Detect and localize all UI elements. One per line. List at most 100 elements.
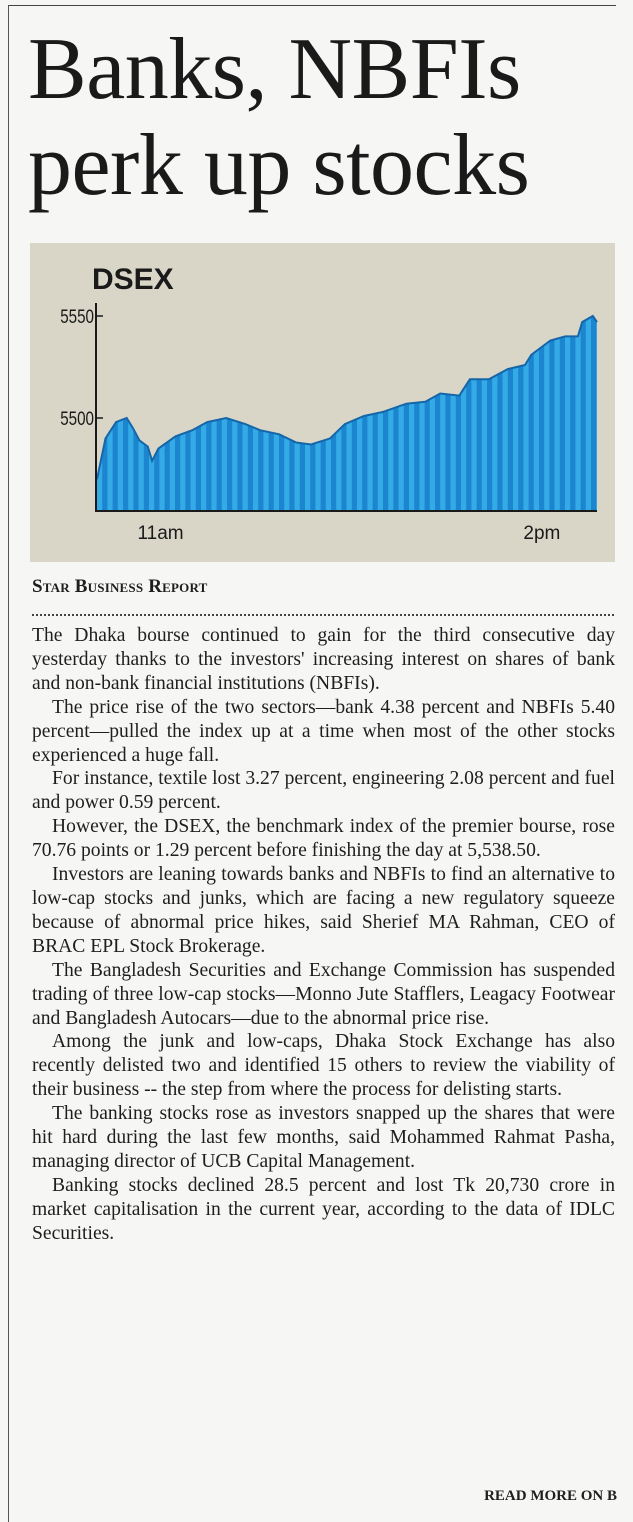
byline: Star Business Report <box>32 576 208 597</box>
area-stripe <box>502 316 509 510</box>
area-stripe <box>476 316 483 510</box>
area-stripe <box>346 316 353 510</box>
dotted-divider <box>32 614 614 616</box>
top-rule <box>8 5 616 6</box>
paragraph: The Bangladesh Securities and Exchange C… <box>32 959 615 1029</box>
area-stripe <box>320 316 327 510</box>
area-stripe <box>585 316 592 510</box>
area-stripe <box>357 316 363 510</box>
area-stripe <box>336 316 342 510</box>
area-stripe <box>180 316 186 510</box>
area-stripe <box>513 316 519 510</box>
area-stripe <box>227 316 233 510</box>
area-stripe <box>554 316 561 510</box>
area-stripe <box>591 316 597 510</box>
area-stripe <box>455 316 462 510</box>
headline: Banks, NBFIs perk up stocks <box>28 21 530 214</box>
paragraph: The Dhaka bourse continued to gain for t… <box>32 625 615 694</box>
area-stripe <box>393 316 399 510</box>
area-stripe <box>528 316 535 510</box>
area-stripe <box>487 316 493 510</box>
area-stripe <box>263 316 269 510</box>
y-tick-label: 5500 <box>60 407 94 429</box>
read-more-link[interactable]: READ MORE ON B <box>484 1488 617 1504</box>
area-stripe <box>258 316 264 510</box>
area-stripe <box>305 316 311 510</box>
series-line <box>96 314 598 480</box>
area-stripe <box>268 316 275 510</box>
area-stripe <box>232 316 238 510</box>
area-stripe <box>388 316 394 510</box>
area-stripe <box>221 316 228 510</box>
area-stripe <box>497 316 503 510</box>
area-stripe <box>445 316 451 510</box>
area-stripe <box>492 316 498 510</box>
chart-svg: DSEX 5500 5550 11am 2pm <box>60 263 598 544</box>
area-stripe <box>403 316 410 510</box>
area-stripe <box>273 316 280 510</box>
area-stripe <box>372 316 379 510</box>
area-stripe <box>175 316 181 510</box>
area-stripe <box>195 316 202 510</box>
paragraph: The price rise of the two sectors—bank 4… <box>32 696 615 766</box>
area-stripe <box>471 316 477 510</box>
area-stripe <box>331 316 337 510</box>
area-stripe <box>429 316 436 510</box>
area-stripe <box>398 316 405 510</box>
area-stripe <box>461 316 467 510</box>
left-rule <box>8 5 9 1522</box>
chart-title: DSEX <box>92 263 174 296</box>
area-stripe <box>289 316 295 510</box>
area-stripe <box>185 316 191 510</box>
paragraph: However, the DSEX, the benchmark index o… <box>32 816 615 862</box>
area-stripe <box>299 316 306 510</box>
area-stripe <box>424 316 431 510</box>
area-stripe <box>533 316 540 510</box>
area-stripe <box>325 316 332 510</box>
area-stripe <box>237 316 243 510</box>
area-stripe <box>206 316 212 510</box>
area-stripe <box>507 316 514 510</box>
dsex-chart: DSEX 5500 5550 11am 2pm <box>30 243 615 562</box>
area-stripe <box>450 316 457 510</box>
area-stripe <box>570 316 576 510</box>
area-stripe <box>440 316 446 510</box>
x-tick-label: 11am <box>137 523 183 544</box>
area-stripe <box>539 316 545 510</box>
area-stripe <box>362 316 368 510</box>
area-stripe <box>279 316 285 510</box>
area-stripe <box>377 316 384 510</box>
area-stripe <box>351 316 358 510</box>
paragraph: For instance, textile lost 3.27 percent,… <box>32 768 615 814</box>
area-stripe <box>310 316 316 510</box>
area-stripe <box>559 316 566 510</box>
area-stripe <box>481 316 488 510</box>
article-body: The Dhaka bourse continued to gain for t… <box>32 624 615 1246</box>
x-tick-label: 2pm <box>523 523 560 544</box>
paragraph: The banking stocks rose as investors sna… <box>32 1103 615 1172</box>
y-tick-label: 5550 <box>60 305 94 327</box>
area-stripe <box>518 316 524 510</box>
area-stripe <box>284 316 290 510</box>
area-stripe <box>549 316 555 510</box>
area-stripe <box>341 316 347 510</box>
paragraph: Banking stocks declined 28.5 percent and… <box>32 1174 615 1244</box>
area-stripe <box>544 316 550 510</box>
area-stripe <box>575 316 581 510</box>
area-stripe <box>253 316 259 510</box>
area-stripe <box>596 316 597 510</box>
area-stripe <box>523 316 529 510</box>
area-stripe <box>294 316 301 510</box>
area-stripe <box>580 316 587 510</box>
paragraph: Among the junk and low-caps, Dhaka Stock… <box>32 1031 615 1101</box>
area-stripe <box>315 316 321 510</box>
area-stripe <box>367 316 373 510</box>
area-stripe <box>466 316 472 510</box>
area-stripe <box>201 316 207 510</box>
area-stripe <box>216 316 223 510</box>
area-stripe <box>383 316 389 510</box>
area-stripe <box>190 316 197 510</box>
area-stripe <box>565 316 571 510</box>
area-stripe <box>414 316 420 510</box>
area-stripe <box>211 316 217 510</box>
